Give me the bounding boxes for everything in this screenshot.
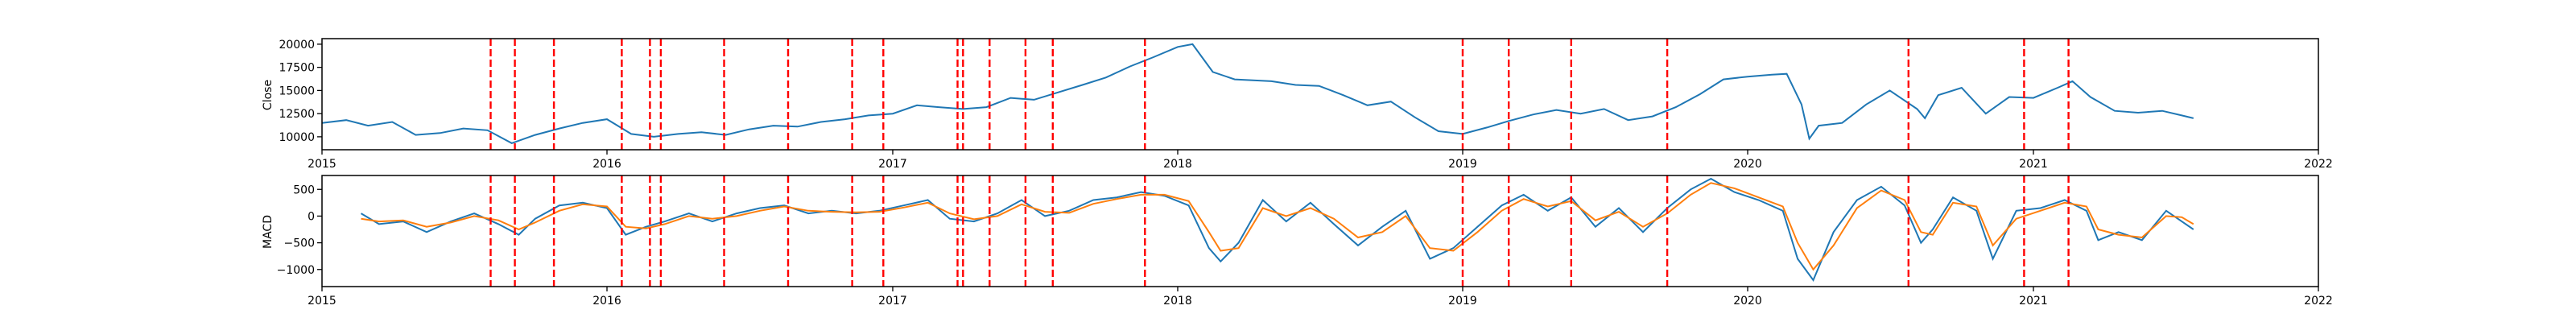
x-tick-label: 2021 bbox=[2019, 158, 2048, 171]
y-tick-label: 15000 bbox=[279, 85, 315, 97]
series-line-0 bbox=[360, 177, 2194, 283]
y-tick-label: −500 bbox=[284, 237, 315, 250]
x-tick-label: 2017 bbox=[878, 295, 907, 308]
x-tick-label: 2019 bbox=[1448, 295, 1477, 308]
x-tick-label: 2019 bbox=[1448, 158, 1477, 171]
plot-frame bbox=[321, 175, 2319, 287]
x-tick-label: 2015 bbox=[308, 158, 336, 171]
x-tick-label: 2016 bbox=[592, 158, 621, 171]
x-tick-label: 2022 bbox=[2304, 295, 2333, 308]
x-tick-label: 2016 bbox=[592, 295, 621, 308]
y-tick-label: 20000 bbox=[279, 39, 315, 52]
x-tick-label: 2021 bbox=[2019, 295, 2048, 308]
series-line-1 bbox=[361, 182, 2194, 271]
y-tick-label: 17500 bbox=[279, 62, 315, 75]
plot-frame bbox=[321, 38, 2319, 151]
macd-axis-title: MACD bbox=[262, 215, 275, 249]
x-tick-label: 2020 bbox=[1733, 295, 1762, 308]
y-tick-label: 10000 bbox=[279, 131, 315, 144]
x-tick-label: 2015 bbox=[308, 295, 336, 308]
close-axis-title: Close bbox=[262, 80, 275, 110]
x-tick-label: 2018 bbox=[1163, 158, 1192, 171]
y-tick-label: −1000 bbox=[277, 264, 315, 277]
y-tick-label: 0 bbox=[308, 210, 315, 223]
y-tick-label: 500 bbox=[293, 184, 315, 196]
macd-panel: MACD 2015 2016 2017 2018 2019 2020 2021 2022 500… bbox=[262, 175, 2333, 308]
close-price-panel: Close 2015 2016 2017 2018 2019 2020 2021 2022 10… bbox=[262, 38, 2333, 171]
y-tick-label: 12500 bbox=[279, 108, 315, 121]
x-tick-label: 2018 bbox=[1163, 295, 1192, 308]
x-tick-label: 2017 bbox=[878, 158, 907, 171]
series-line-0 bbox=[321, 43, 2194, 144]
x-tick-label: 2022 bbox=[2304, 158, 2333, 171]
x-tick-label: 2020 bbox=[1733, 158, 1762, 171]
